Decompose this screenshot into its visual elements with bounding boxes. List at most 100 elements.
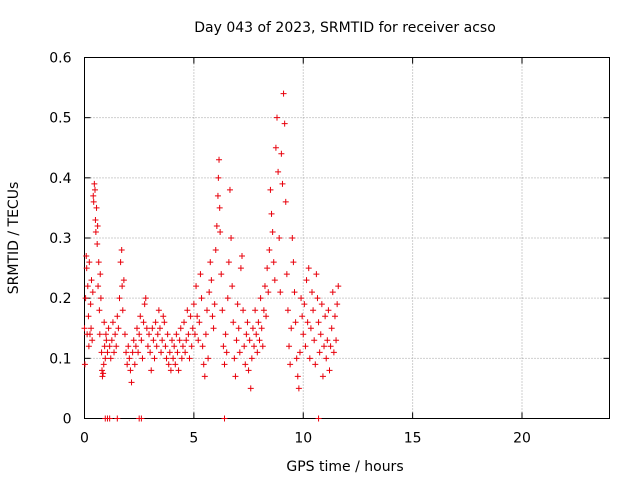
data-point [172,361,179,368]
data-point [221,361,228,368]
data-point [255,319,262,326]
data-point [139,355,146,362]
data-point [86,259,93,266]
data-point [170,355,177,362]
data-point [299,313,306,320]
data-point [200,361,207,368]
data-point [121,331,128,338]
data-point [224,295,231,302]
data-point [202,331,209,338]
data-point [186,355,193,362]
data-point [307,325,314,332]
data-point [247,385,254,392]
data-point [103,337,110,344]
data-point [304,319,311,326]
data-point [225,259,232,266]
data-point [187,313,194,320]
data-point [106,415,113,422]
data-point [221,415,228,422]
data-point [137,313,144,320]
x-tick-label: 15 [404,431,422,447]
data-point [150,337,157,344]
data-point [269,228,276,235]
data-point [256,337,263,344]
axis-ticks: 0 0.1 0.2 0.3 0.4 0.5 0.6 0 5 10 15 20 [49,51,610,447]
data-point [97,295,104,302]
data-point [81,325,88,332]
data-point [142,295,149,302]
data-point [163,355,170,362]
data-point [136,331,143,338]
data-point [87,301,94,308]
data-point [242,361,249,368]
data-point [305,265,312,272]
data-point [191,331,198,338]
data-point [91,180,98,187]
data-point [313,271,320,278]
data-point [251,343,258,350]
data-point [144,343,151,350]
data-point [138,415,145,422]
data-point [112,331,119,338]
data-point [194,313,201,320]
y-tick-label: 0 [63,412,72,428]
data-point [324,337,331,344]
data-point [96,307,103,314]
data-point [334,301,341,308]
data-point [130,337,137,344]
data-point [229,283,236,290]
data-point [331,313,338,320]
data-point [291,289,298,296]
data-point [315,415,322,422]
data-point [162,343,169,350]
data-point [111,349,118,356]
x-tick-label: 10 [294,431,312,447]
data-point [85,343,92,350]
data-point [309,289,315,296]
data-point [278,150,285,157]
data-point [326,367,333,374]
data-point [147,349,154,356]
data-point [93,204,100,211]
data-point [158,349,165,356]
data-point [290,259,297,266]
data-point [333,337,340,344]
data-point [280,90,287,97]
data-point [116,295,123,302]
data-point [205,355,212,362]
data-point [190,301,197,308]
data-point [335,283,342,290]
data-point [135,349,142,356]
data-point [267,186,274,193]
data-point [89,289,96,296]
data-point [123,349,130,356]
data-point [173,331,180,338]
data-point [217,228,224,235]
data-point [101,319,108,326]
data-point [82,295,89,302]
data-point [310,307,317,314]
data-point [237,265,244,272]
data-point [204,307,210,314]
y-tick-label: 0.6 [49,51,71,67]
data-point [95,283,102,290]
data-point [102,331,109,338]
data-point [330,349,337,356]
data-point [294,373,301,380]
data-point [167,367,174,374]
data-point [134,325,140,332]
data-point [317,331,324,338]
data-point [177,325,184,332]
data-point [197,271,204,278]
data-point [239,253,245,260]
data-point [232,373,239,380]
data-point [86,331,93,338]
data-point [89,337,96,344]
data-point [265,289,272,296]
data-point [95,259,102,266]
data-point [178,355,185,362]
data-point [83,253,90,260]
data-point [258,325,265,332]
data-point [329,289,336,296]
data-point [230,319,237,326]
